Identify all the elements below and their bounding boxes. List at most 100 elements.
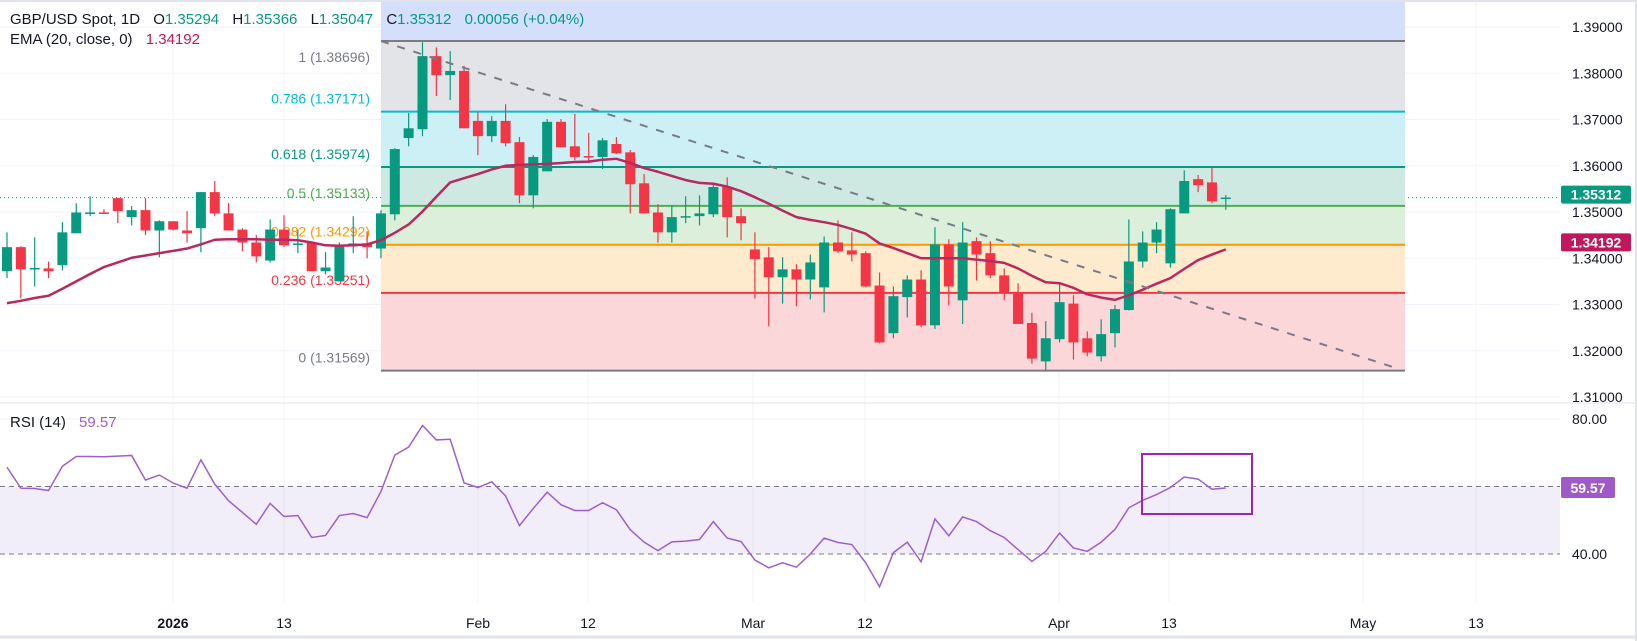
- trendline-drawing[interactable]: [380, 40, 1397, 369]
- candle: [749, 232, 760, 299]
- candle-body: [43, 268, 54, 272]
- candle: [389, 148, 400, 221]
- candle-body: [902, 279, 913, 298]
- candle: [680, 196, 691, 224]
- candle: [694, 195, 705, 226]
- rsi-legend[interactable]: RSI (14) 59.57: [10, 414, 117, 431]
- candle: [112, 198, 123, 224]
- ema-badge-text: 1.34192: [1571, 234, 1622, 250]
- candle: [182, 211, 193, 243]
- candle-body: [680, 216, 691, 218]
- candle-body: [112, 198, 123, 212]
- candle-body: [597, 140, 608, 157]
- price-tick-label: 1.36000: [1572, 158, 1623, 174]
- candle-body: [459, 70, 470, 129]
- price-tick-label: 1.39000: [1572, 19, 1623, 35]
- current-price-badge: [1561, 185, 1631, 204]
- candle: [417, 42, 428, 137]
- candle: [763, 247, 774, 327]
- candle-body: [708, 187, 719, 215]
- ema-value: 1.34192: [145, 31, 200, 48]
- candle: [140, 198, 151, 236]
- candle: [569, 113, 580, 161]
- candle-body: [569, 146, 580, 157]
- symbol-title[interactable]: GBP/USD Spot, 1D: [10, 11, 141, 28]
- candle-body: [2, 247, 12, 272]
- candle: [777, 257, 788, 304]
- candle-body: [749, 249, 760, 260]
- candle: [43, 261, 54, 279]
- candle-body: [916, 279, 927, 326]
- candle-body: [556, 121, 566, 148]
- candle-body: [1151, 229, 1162, 243]
- candle: [15, 246, 26, 299]
- rsi-label: RSI (14): [10, 414, 66, 431]
- candle: [57, 222, 68, 271]
- time-tick-label: 13: [1468, 615, 1484, 631]
- candle: [279, 215, 289, 248]
- candle-body: [251, 242, 262, 257]
- candle-body: [985, 253, 996, 276]
- time-tick-label: Mar: [741, 615, 765, 631]
- candle: [126, 205, 137, 226]
- candle-body: [611, 144, 622, 154]
- time-tick-label: 12: [580, 615, 596, 631]
- candle-body: [237, 229, 248, 243]
- candle: [708, 182, 719, 218]
- candle-body: [168, 221, 179, 230]
- candle-body: [1179, 181, 1190, 214]
- candle: [846, 232, 857, 262]
- candle-body: [1026, 323, 1037, 359]
- price-tick-label: 1.35000: [1572, 204, 1623, 220]
- candle: [154, 220, 165, 258]
- close-value: 1.35312: [397, 11, 452, 28]
- candle: [666, 205, 677, 243]
- fib-zone: [381, 244, 1405, 293]
- candle-body: [500, 120, 511, 144]
- price-tick-label: 1.34000: [1572, 250, 1623, 266]
- ema-legend[interactable]: EMA (20, close, 0) 1.34192: [10, 31, 200, 48]
- candle: [1013, 283, 1024, 324]
- candle: [472, 112, 483, 156]
- price-tick-label: 1.31000: [1572, 389, 1623, 405]
- candle: [431, 47, 442, 96]
- candle: [542, 119, 553, 172]
- candle-body: [140, 210, 151, 231]
- candle: [375, 210, 386, 259]
- candle-body: [265, 229, 276, 261]
- candle-body: [15, 247, 26, 270]
- time-tick-label: Feb: [466, 615, 490, 631]
- candle: [223, 203, 234, 231]
- candle: [1179, 170, 1190, 214]
- candle-body: [971, 241, 982, 255]
- time-tick-label: 13: [1161, 615, 1177, 631]
- symbol-legend: GBP/USD Spot, 1D O1.35294 H1.35366 L1.35…: [10, 11, 584, 28]
- candle-body: [403, 128, 414, 138]
- rsi-tick-label: 80.00: [1572, 411, 1607, 427]
- candle-body: [1054, 302, 1065, 340]
- candle: [209, 181, 220, 217]
- candle: [625, 150, 636, 214]
- candle: [445, 51, 456, 101]
- candle: [874, 272, 885, 344]
- candle-body: [29, 267, 40, 270]
- candle: [29, 237, 40, 287]
- close-label: C: [386, 11, 398, 28]
- fibonacci-retracement[interactable]: 1 (1.38696) 0.786 (1.37171) 0.618 (1.35974…: [271, 0, 1405, 372]
- candle-body: [445, 70, 456, 76]
- candle-body: [375, 213, 386, 249]
- candle: [916, 270, 927, 328]
- fib-level-label: 0.5 (1.35133): [287, 185, 370, 201]
- candle-body: [805, 262, 816, 280]
- candle: [985, 241, 996, 279]
- fib-level-label: 1 (1.38696): [298, 49, 370, 65]
- open-value: 1.35294: [164, 11, 220, 28]
- candle-body: [389, 149, 400, 215]
- high-label: H: [232, 11, 244, 28]
- fib-zone: [381, 41, 1405, 112]
- candle-body: [1040, 338, 1051, 362]
- candle-body: [126, 210, 137, 218]
- price-axis-background: [1560, 0, 1637, 641]
- candle: [1068, 295, 1079, 360]
